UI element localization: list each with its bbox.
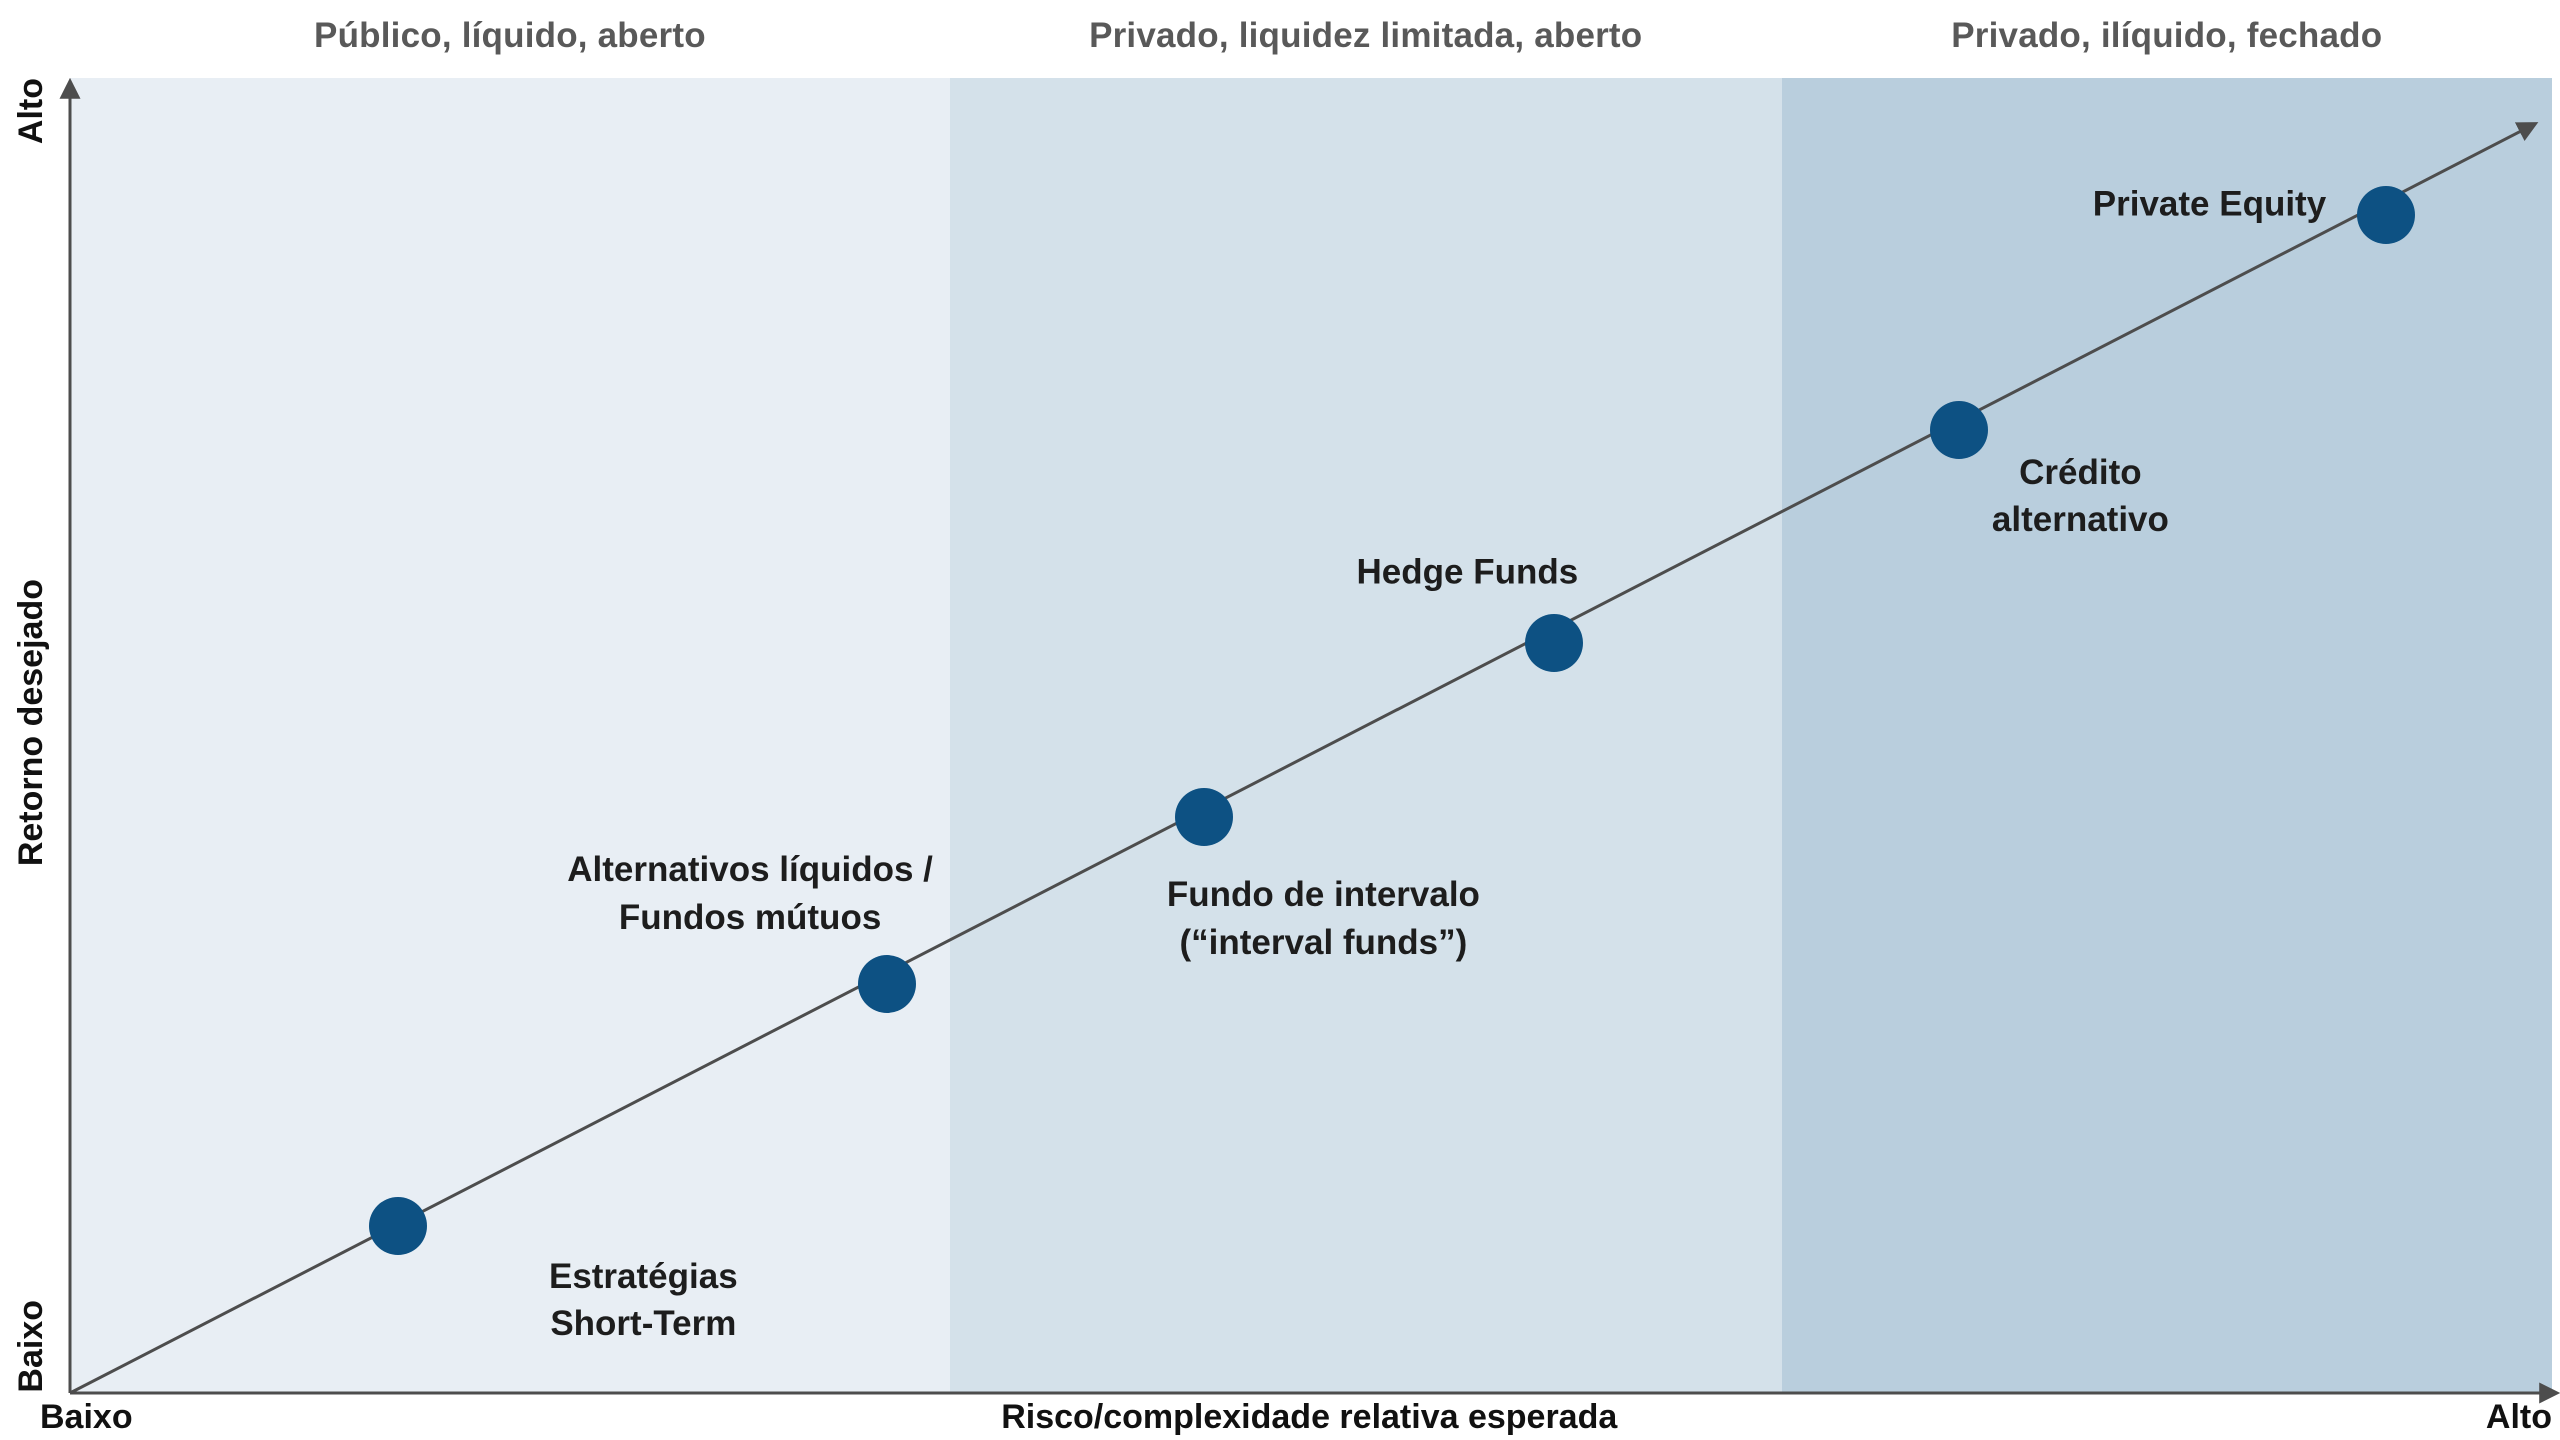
plot-area	[70, 78, 2552, 1393]
y-axis-min-label: Baixo	[11, 1300, 50, 1393]
zone-band-1	[70, 78, 950, 1393]
y-axis-max-label: Alto	[11, 78, 50, 145]
x-axis-labels: Baixo Risco/complexidade relativa espera…	[40, 1398, 2552, 1437]
zone-band-2	[949, 78, 1782, 1393]
zones-layer	[70, 78, 2552, 1393]
y-axis-labels: Alto Retorno desejado Baixo	[0, 78, 62, 1393]
zone-header-2: Privado, liquidez limitada, aberto	[1089, 16, 1643, 55]
zone-header-1: Público, líquido, aberto	[314, 16, 706, 55]
x-axis-max-label: Alto	[2485, 1398, 2552, 1436]
zone-header-3: Privado, ilíquido, fechado	[1951, 16, 2383, 55]
x-axis-title: Risco/complexidade relativa esperada	[1001, 1398, 1618, 1436]
zone-band-3	[1781, 78, 2552, 1393]
zone-headers: Público, líquido, aberto Privado, liquide…	[70, 16, 2552, 72]
x-axis-min-label: Baixo	[40, 1398, 133, 1436]
y-axis-title: Retorno desejado	[11, 578, 50, 866]
